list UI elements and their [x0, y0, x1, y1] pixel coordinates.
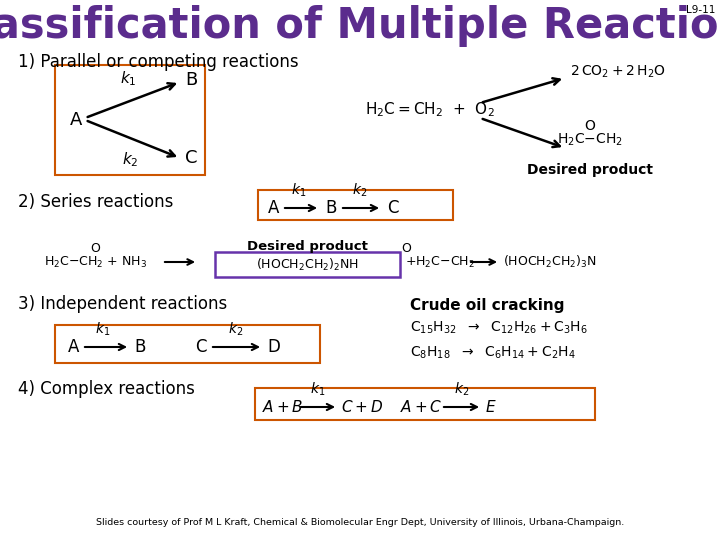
- Text: $\mathregular{C_{15}H_{32}}$  $\rightarrow$  $\mathregular{C_{12}H_{26} + C_3H_6: $\mathregular{C_{15}H_{32}}$ $\rightarro…: [410, 320, 588, 336]
- Text: $\mathregular{(HOCH_2CH_2)_2NH}$: $\mathregular{(HOCH_2CH_2)_2NH}$: [256, 257, 359, 273]
- Text: $+ \mathregular{H_2C{-}CH_2}$: $+ \mathregular{H_2C{-}CH_2}$: [405, 254, 475, 269]
- Text: C: C: [195, 338, 207, 356]
- Text: O: O: [90, 241, 100, 254]
- Text: $k_2$: $k_2$: [122, 150, 138, 168]
- Text: C: C: [185, 149, 197, 167]
- Bar: [258, 190, 453, 220]
- Text: O: O: [401, 241, 411, 254]
- Text: 2) Series reactions: 2) Series reactions: [18, 193, 174, 211]
- Text: $k_1$: $k_1$: [95, 321, 111, 338]
- Text: Slides courtesy of Prof M L Kraft, Chemical & Biomolecular Engr Dept, University: Slides courtesy of Prof M L Kraft, Chemi…: [96, 518, 624, 527]
- Text: $k_2$: $k_2$: [228, 321, 243, 338]
- Text: A: A: [70, 111, 82, 129]
- Text: B: B: [134, 338, 145, 356]
- Text: $\mathregular{(HOCH_2CH_2)_3N}$: $\mathregular{(HOCH_2CH_2)_3N}$: [503, 254, 596, 270]
- Text: Classification of Multiple Reactions: Classification of Multiple Reactions: [0, 5, 720, 47]
- Text: Crude oil cracking: Crude oil cracking: [410, 298, 564, 313]
- Text: $k_2$: $k_2$: [454, 381, 469, 398]
- Text: $\mathregular{H_2C{=}CH_2}$  +  $\mathregular{O_2}$: $\mathregular{H_2C{=}CH_2}$ + $\mathregu…: [365, 100, 495, 119]
- Bar: [55, 325, 320, 363]
- Text: A: A: [68, 338, 79, 356]
- Text: Desired product: Desired product: [527, 163, 653, 177]
- Text: Desired product: Desired product: [246, 240, 367, 253]
- Bar: [55, 65, 205, 175]
- Text: A: A: [268, 199, 279, 217]
- Text: $k_1$: $k_1$: [310, 381, 325, 398]
- Text: $k_1$: $k_1$: [120, 69, 136, 88]
- Text: $A + B$: $A + B$: [262, 399, 304, 415]
- Text: $\mathregular{H_2C{-}CH_2}$: $\mathregular{H_2C{-}CH_2}$: [557, 132, 623, 148]
- Text: $C + D$: $C + D$: [341, 399, 383, 415]
- Text: $\mathregular{C_8H_{18}}$  $\rightarrow$  $\mathregular{C_6H_{14} + C_2H_4}$: $\mathregular{C_8H_{18}}$ $\rightarrow$ …: [410, 345, 576, 361]
- Text: L9-11: L9-11: [685, 5, 715, 15]
- Bar: [215, 252, 400, 277]
- Text: 3) Independent reactions: 3) Independent reactions: [18, 295, 228, 313]
- Text: C: C: [387, 199, 398, 217]
- Text: D: D: [267, 338, 280, 356]
- Text: $A + C$: $A + C$: [400, 399, 443, 415]
- Bar: [255, 388, 595, 420]
- Text: $k_2$: $k_2$: [352, 181, 368, 199]
- Text: $\mathregular{H_2C{-}CH_2}$ $+$ $\mathregular{NH_3}$: $\mathregular{H_2C{-}CH_2}$ $+$ $\mathre…: [43, 254, 146, 269]
- Text: $E$: $E$: [485, 399, 497, 415]
- Text: $k_1$: $k_1$: [292, 181, 307, 199]
- Text: O: O: [585, 119, 595, 133]
- Text: 1) Parallel or competing reactions: 1) Parallel or competing reactions: [18, 53, 299, 71]
- Text: $\mathregular{2\,CO_2 + 2\,H_2O}$: $\mathregular{2\,CO_2 + 2\,H_2O}$: [570, 64, 666, 80]
- Text: B: B: [185, 71, 197, 89]
- Text: 4) Complex reactions: 4) Complex reactions: [18, 380, 195, 398]
- Text: B: B: [325, 199, 336, 217]
